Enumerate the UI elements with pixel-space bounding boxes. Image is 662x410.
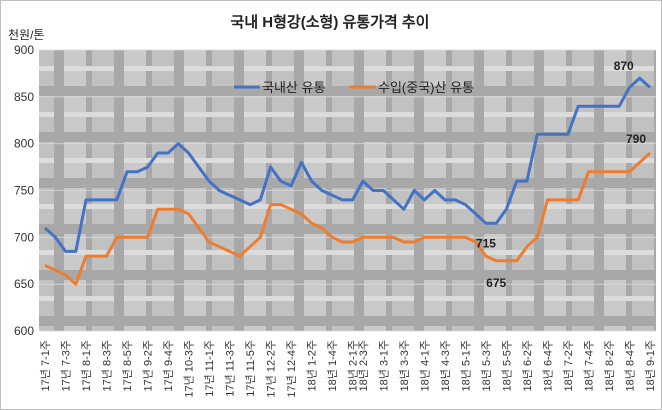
- x-tick-label: 17년 9-4주: [162, 340, 175, 391]
- series-line-1: [44, 151, 652, 286]
- x-tick-label: 18년 7-4주: [582, 340, 595, 391]
- x-tick-label: 18년 6-4주: [541, 340, 554, 391]
- data-label: 870: [614, 59, 634, 73]
- data-label: 675: [486, 276, 506, 290]
- y-tick-label: 750: [14, 184, 34, 198]
- x-tick-label: 17년 7-3주: [60, 340, 73, 391]
- x-tick-label: 18년 4-3주: [439, 340, 452, 391]
- x-tick-label: 18년 7-2주: [562, 340, 575, 391]
- x-tick-label: 18년 9-1주: [644, 340, 657, 391]
- x-tick-label: 18년 3-3주: [398, 340, 411, 391]
- y-tick-label: 600: [14, 324, 34, 338]
- x-tick-label: 17년 11-5주: [244, 340, 257, 397]
- y-tick-label: 650: [14, 277, 34, 291]
- x-tick-label: 17년 11-3주: [224, 340, 237, 397]
- x-axis-ticks: 17년 7-1주 17년 7-3주 17년 8-1주 17년 8-3주 17년 8-5주…: [39, 340, 657, 398]
- legend-label-import: 수입(중국)산 유통: [378, 80, 474, 95]
- x-tick-label: 18년 5-1주: [459, 340, 472, 391]
- chart-title: 국내 H형강(소형) 유통가격 추이: [231, 13, 430, 31]
- y-tick-label: 700: [14, 230, 34, 244]
- y-axis-label: 천원/톤: [8, 27, 44, 42]
- series-line-0: [43, 76, 652, 253]
- x-tick-label: 17년 8-3주: [101, 340, 114, 391]
- x-tick-label: 17년 8-1주: [80, 340, 93, 391]
- x-tick-label: 17년 11-1주: [203, 340, 216, 397]
- x-tick-label: 18년 2-3주: [357, 340, 370, 391]
- data-labels: 870 715 790 675: [476, 59, 646, 290]
- data-label: 790: [626, 132, 646, 146]
- x-tick-label: 18년 1-4주: [326, 340, 339, 391]
- x-tick-label: 17년 8-5주: [121, 340, 134, 391]
- y-tick-label: 850: [14, 90, 34, 104]
- y-tick-label: 800: [14, 137, 34, 151]
- x-tick-label: 17년 7-1주: [39, 340, 52, 391]
- x-tick-label: 17년 9-2주: [142, 340, 155, 391]
- y-axis-ticks: 600 650 700 750 800 850 900: [14, 43, 34, 338]
- x-tick-label: 18년 3-1주: [377, 340, 390, 391]
- x-tick-label: 18년 4-1주: [418, 340, 431, 391]
- x-tick-label: 17년 10-3주: [183, 340, 196, 398]
- x-tick-label: 18년 1-2주: [306, 340, 319, 391]
- x-tick-label: 18년 5-5주: [500, 340, 513, 391]
- x-tick-label: 18년 8-2주: [603, 340, 616, 391]
- x-tick-label: 18년 6-2주: [521, 340, 534, 391]
- legend-label-domestic: 국내산 유통: [262, 80, 325, 95]
- data-label: 715: [476, 236, 496, 250]
- y-tick-label: 900: [14, 43, 34, 57]
- x-tick-label: 17년 12-2주: [265, 340, 278, 398]
- x-tick-label: 18년 8-4주: [623, 340, 636, 391]
- x-tick-label: 18년 2-1주: [347, 340, 360, 391]
- x-tick-label: 18년 5-3주: [480, 340, 493, 391]
- x-tick-label: 17년 12-4주: [285, 340, 298, 398]
- series-lines: [43, 76, 652, 286]
- legend: 국내산 유통 수입(중국)산 유통: [234, 80, 474, 95]
